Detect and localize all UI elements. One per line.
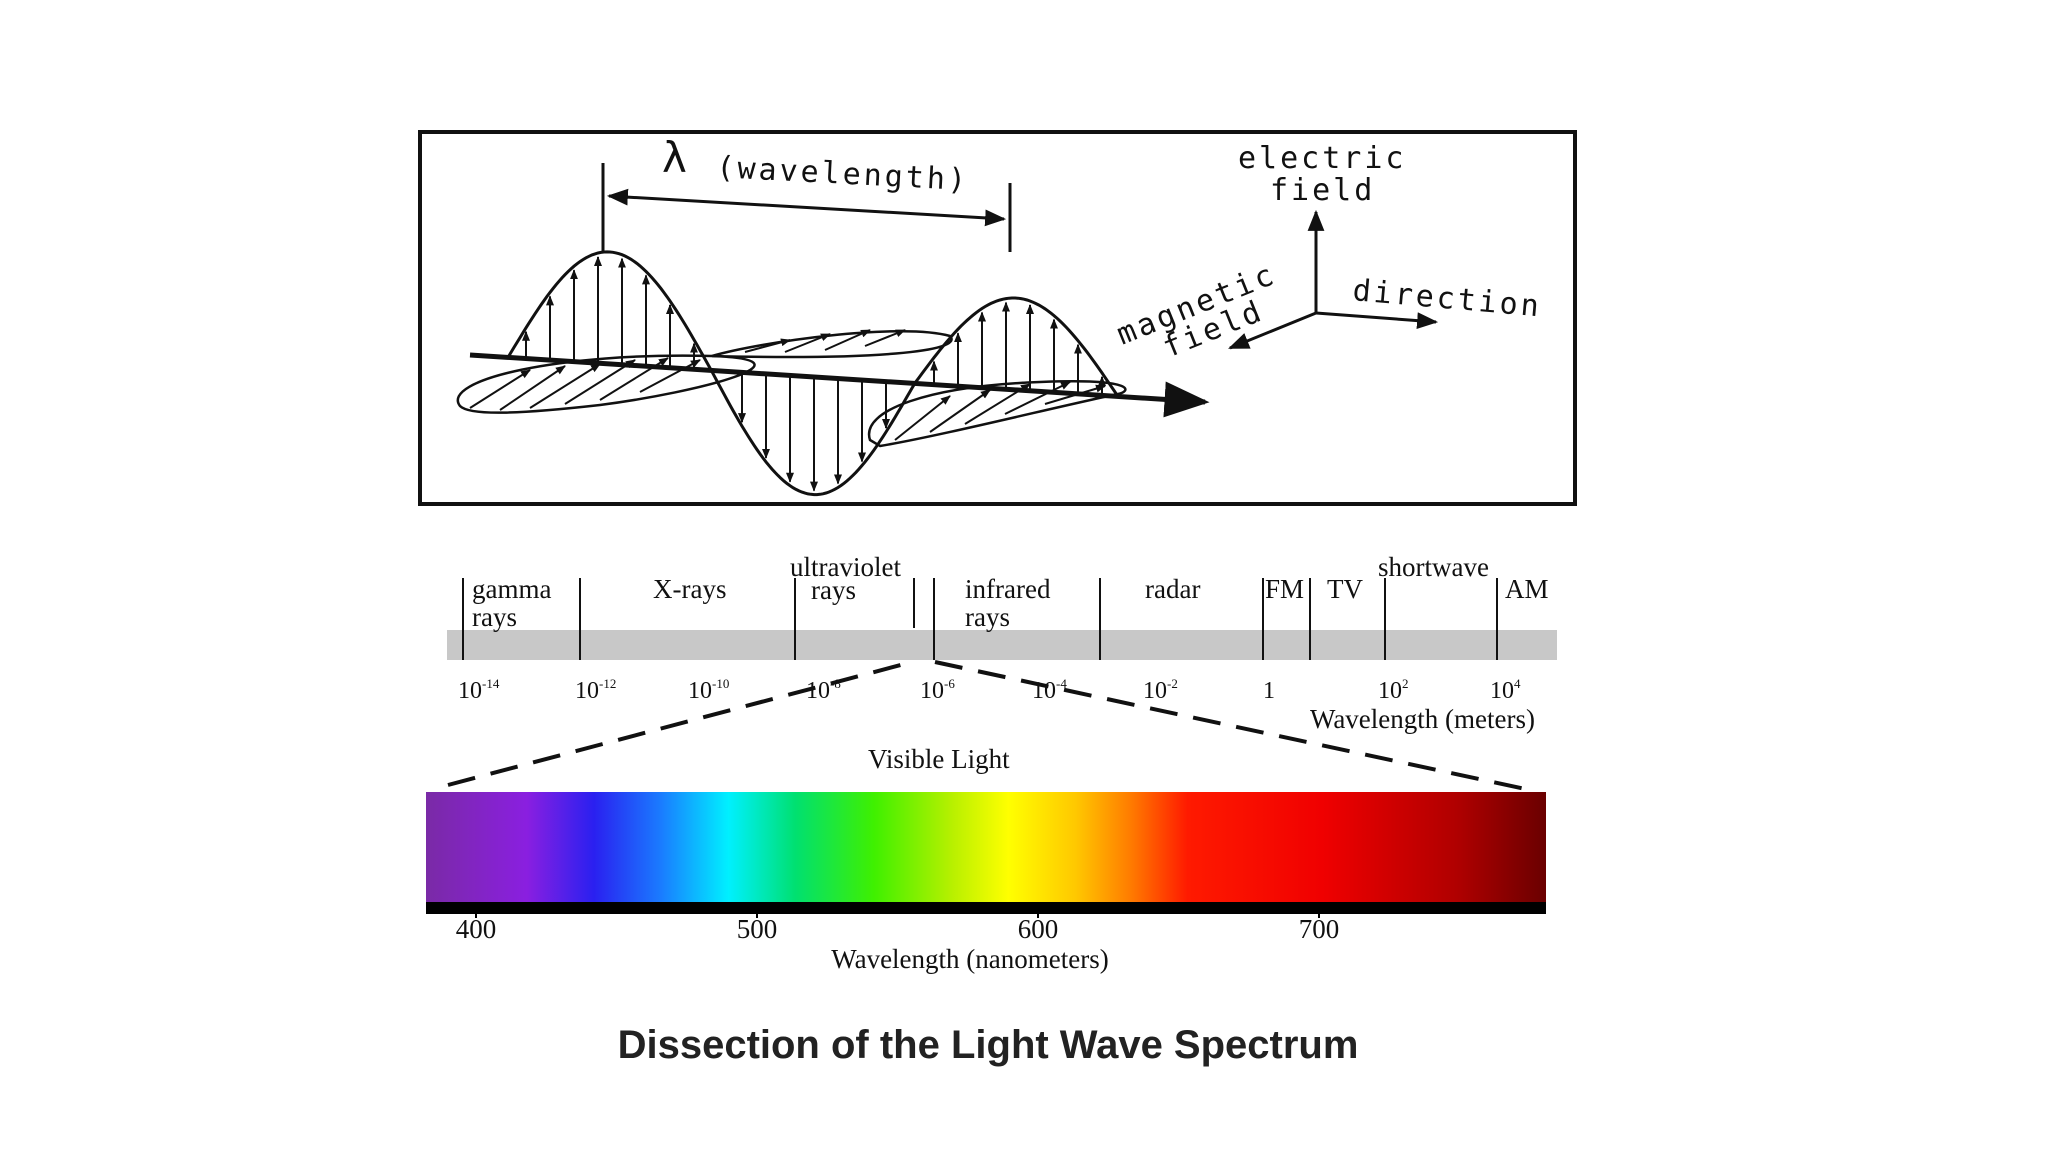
em-tick-label: 10-6 [920, 676, 955, 704]
band-xrays: X-rays [653, 574, 726, 604]
band-infrared-1: infrared [965, 574, 1051, 604]
band-ultraviolet-2: rays [811, 575, 856, 605]
visible-tick-700: 700 [1299, 914, 1340, 944]
band-gamma-1: gamma [472, 574, 551, 604]
band-shortwave: shortwave [1378, 552, 1489, 582]
em-tick-label: 10-12 [575, 676, 616, 704]
visible-tick-500: 500 [737, 914, 778, 944]
visible-light-title: Visible Light [868, 744, 1010, 774]
em-tick-label: 10-10 [688, 676, 729, 704]
em-ticks: 10-14 10-12 10-10 10-8 10-6 10-4 10-2 1 102 104 [458, 676, 1521, 704]
lambda-symbol: λ [662, 133, 687, 182]
visible-tick-400: 400 [456, 914, 497, 944]
em-tick-label: 102 [1378, 676, 1409, 704]
visible-gradient-bar [426, 792, 1546, 902]
em-tick-label: 10-4 [1032, 676, 1067, 704]
em-tick-label: 1 [1263, 678, 1275, 704]
band-gamma-2: rays [472, 602, 517, 632]
band-radar: radar [1145, 574, 1200, 604]
em-tick-label: 10-2 [1143, 676, 1178, 704]
em-axis-label: Wavelength (meters) [1310, 704, 1535, 734]
visible-axis-label: Wavelength (nanometers) [831, 944, 1108, 974]
band-am: AM [1505, 574, 1549, 604]
em-spectrum-bar [447, 630, 1557, 660]
em-tick-label: 104 [1490, 676, 1521, 704]
electric-field-label-1: electric [1238, 141, 1407, 176]
band-tv: TV [1327, 574, 1363, 604]
figure-caption: Dissection of the Light Wave Spectrum [618, 1023, 1359, 1067]
zoom-line-left [448, 662, 912, 785]
em-tick-label: 10-14 [458, 676, 500, 704]
band-infrared-2: rays [965, 602, 1010, 632]
band-fm: FM [1265, 574, 1304, 604]
wave-diagram: λ (wavelength) electric field magnetic f… [420, 132, 1575, 504]
visible-axis-bar [426, 902, 1546, 914]
visible-tick-600: 600 [1018, 914, 1059, 944]
em-tick-label: 10-8 [806, 676, 841, 704]
electric-field-label-2: field [1270, 173, 1375, 208]
visible-light-spectrum: Visible Light 400 500 600 700 Wavelength… [426, 744, 1546, 974]
